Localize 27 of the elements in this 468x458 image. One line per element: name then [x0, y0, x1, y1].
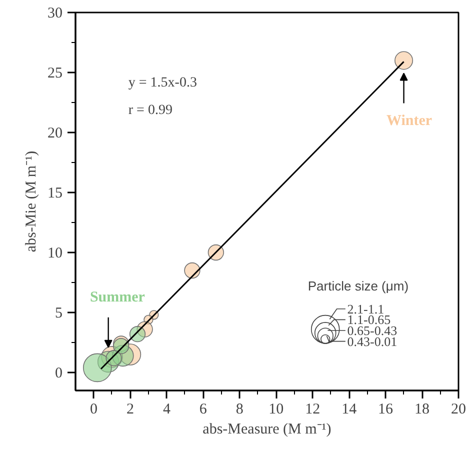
legend-label: 0.65-0.43: [347, 323, 398, 338]
legend-title: Particle size (μm): [308, 278, 409, 294]
x-tick-label: 20: [451, 402, 466, 418]
x-tick-label: 16: [378, 402, 394, 418]
y-tick-label: 15: [48, 186, 62, 202]
x-tick-label: 4: [162, 402, 171, 418]
y-tick-label: 20: [48, 126, 62, 142]
x-tick-label: 0: [90, 402, 98, 418]
y-tick-label: 30: [48, 6, 62, 22]
series-label: Summer: [90, 289, 146, 306]
x-tick-label: 2: [126, 402, 134, 418]
x-tick-label: 8: [236, 402, 244, 418]
y-tick-label: 5: [55, 306, 62, 322]
legend-label: 2.1-1.1: [347, 301, 384, 316]
annotation: r = 0.99: [128, 103, 172, 118]
text: Winter: [386, 112, 432, 129]
x-tick-label: 6: [199, 402, 208, 418]
x-tick-label: 12: [305, 402, 320, 418]
x-tick-label: 14: [342, 402, 358, 418]
x-axis-title: abs-Measure (M m⁻¹): [202, 422, 332, 438]
x-tick-label: 18: [414, 402, 430, 418]
x-tick-label: 10: [268, 402, 284, 418]
annotation: y = 1.5x-0.3: [128, 76, 197, 90]
y-tick-label: 25: [48, 66, 62, 82]
y-tick-label: 0: [55, 366, 62, 382]
y-axis-title: abs-Mie (M m⁻¹): [24, 150, 40, 252]
y-tick-label: 10: [48, 246, 62, 262]
